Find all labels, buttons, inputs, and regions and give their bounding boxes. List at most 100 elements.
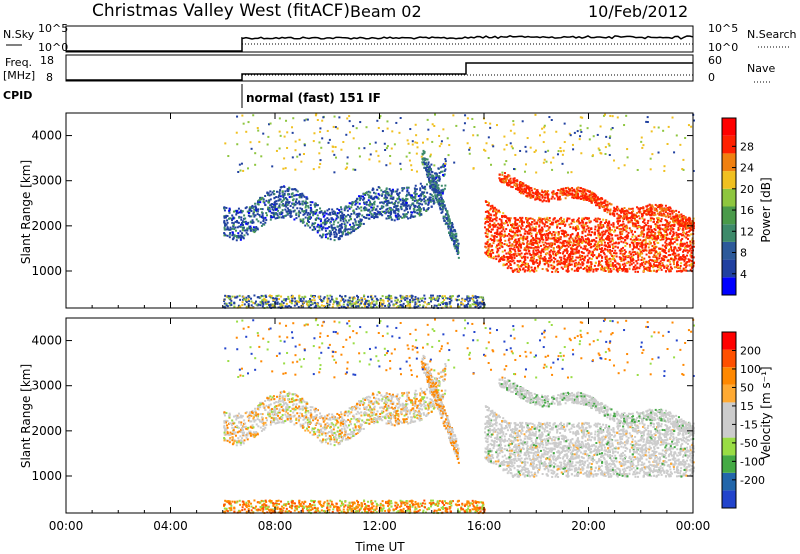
power-cell [348, 232, 351, 235]
power-cell [256, 213, 259, 216]
power-cell [429, 173, 432, 176]
power-cell [435, 196, 438, 199]
power-cell [687, 230, 690, 233]
power-cell [248, 209, 251, 212]
power-cell [598, 247, 601, 250]
power-cell [375, 302, 378, 305]
power-cell [366, 302, 369, 305]
power-cell [427, 199, 430, 202]
power-cell [313, 228, 316, 231]
power-cell [605, 259, 608, 262]
power-cell [428, 166, 431, 169]
power-cell [412, 210, 415, 213]
power-cell [570, 246, 573, 249]
power-cell [330, 217, 333, 220]
power-cell [424, 199, 427, 202]
power-cell [637, 224, 640, 227]
power-cell [351, 203, 354, 206]
power-cell [528, 225, 531, 228]
power-cell [343, 222, 346, 225]
power-cell [400, 203, 403, 206]
power-cell [439, 208, 442, 211]
power-cell [284, 299, 287, 302]
power-cell [682, 267, 685, 270]
power-cell [489, 205, 492, 208]
power-cell [314, 205, 317, 208]
power-cell [225, 216, 228, 219]
power-cell [589, 269, 592, 272]
power-cell [228, 297, 231, 300]
power-cell [622, 241, 625, 244]
power-cell [305, 211, 308, 214]
power-cell [665, 239, 668, 242]
power-cell [252, 228, 255, 231]
power-cell [303, 210, 306, 213]
power-cell [429, 200, 432, 203]
power-cell [414, 303, 417, 306]
power-cell [692, 217, 695, 220]
power-cell [320, 225, 323, 228]
power-cell [336, 215, 339, 218]
power-cell [664, 249, 667, 252]
power-cell [500, 220, 503, 223]
power-cell [556, 260, 559, 263]
power-cell [405, 206, 408, 209]
power-cell [360, 218, 363, 221]
power-cell [634, 268, 637, 271]
power-cell [346, 221, 349, 224]
power-cell [602, 249, 605, 252]
power-cell [656, 241, 659, 244]
power-cell [435, 176, 438, 179]
power-cell [326, 299, 329, 302]
power-cell [364, 201, 367, 204]
power-cell [442, 301, 445, 304]
power-cell [257, 200, 260, 203]
power-cell [438, 193, 441, 196]
power-cell [358, 298, 361, 301]
power-cell [476, 302, 479, 305]
power-cell [429, 168, 432, 171]
power-cell [679, 267, 682, 270]
power-cell [239, 225, 242, 228]
power-cell [423, 200, 426, 203]
power-cell [587, 217, 590, 220]
power-cell [419, 189, 422, 192]
power-cell [421, 152, 424, 155]
power-cell [294, 201, 297, 204]
power-cell [574, 237, 577, 240]
power-cell [637, 234, 640, 237]
power-cell [435, 174, 438, 177]
power-cell [563, 263, 566, 266]
power-cell [385, 211, 388, 214]
power-cell [647, 230, 650, 233]
power-cell [346, 306, 349, 309]
power-cell [223, 299, 226, 302]
power-cell [427, 203, 430, 206]
power-cell [327, 297, 330, 300]
power-cell [224, 294, 227, 297]
power-cell [383, 211, 386, 214]
power-cell [405, 208, 408, 211]
power-cell [429, 196, 432, 199]
power-cell [488, 249, 491, 252]
power-cell [252, 221, 255, 224]
power-cell [286, 187, 289, 190]
power-cell [370, 302, 373, 305]
power-cell [643, 225, 646, 228]
power-cell [251, 219, 254, 222]
power-cell [569, 244, 572, 247]
power-cell [450, 239, 453, 242]
power-cell [600, 239, 603, 242]
power-cell [488, 243, 491, 246]
power-cell [274, 300, 277, 303]
power-cell [546, 238, 549, 241]
power-cell [672, 248, 675, 251]
power-cell [522, 268, 525, 271]
power-cell [400, 208, 403, 211]
power-cell [413, 199, 416, 202]
power-cell [510, 244, 513, 247]
power-cell [392, 196, 395, 199]
power-cell [481, 300, 484, 303]
power-cell [658, 230, 661, 233]
power-cell [439, 303, 442, 306]
